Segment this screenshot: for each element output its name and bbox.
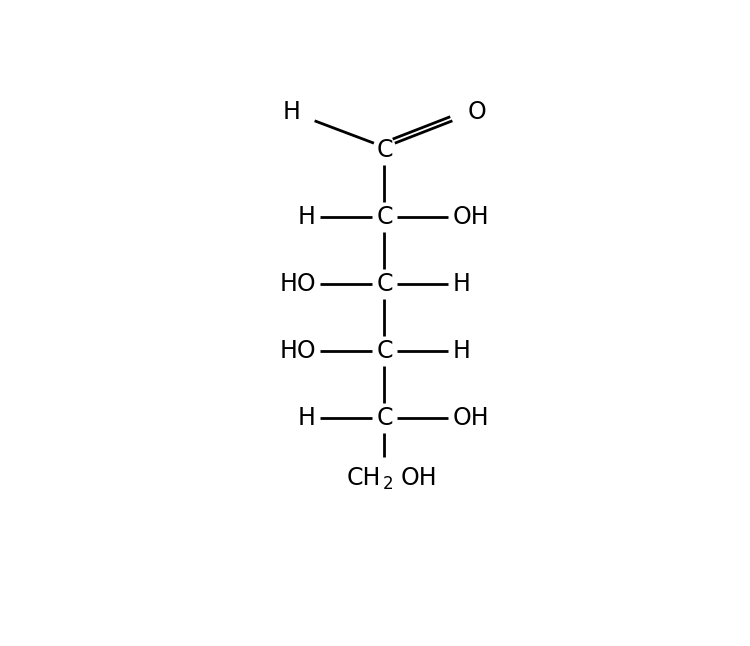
Text: C: C bbox=[376, 205, 393, 229]
Text: C: C bbox=[376, 272, 393, 296]
Text: C: C bbox=[376, 138, 393, 162]
Text: C: C bbox=[376, 406, 393, 430]
Text: CH: CH bbox=[347, 466, 382, 490]
Text: H: H bbox=[453, 339, 471, 363]
Text: H: H bbox=[298, 406, 316, 430]
Text: OH: OH bbox=[453, 406, 490, 430]
Text: H: H bbox=[298, 205, 316, 229]
Text: OH: OH bbox=[453, 205, 490, 229]
Text: C: C bbox=[376, 339, 393, 363]
Text: H: H bbox=[283, 100, 300, 124]
Text: OH: OH bbox=[400, 466, 437, 490]
Text: O: O bbox=[468, 100, 487, 124]
Text: HO: HO bbox=[279, 339, 316, 363]
Text: HO: HO bbox=[279, 272, 316, 296]
Text: 2: 2 bbox=[382, 475, 393, 493]
Text: H: H bbox=[453, 272, 471, 296]
